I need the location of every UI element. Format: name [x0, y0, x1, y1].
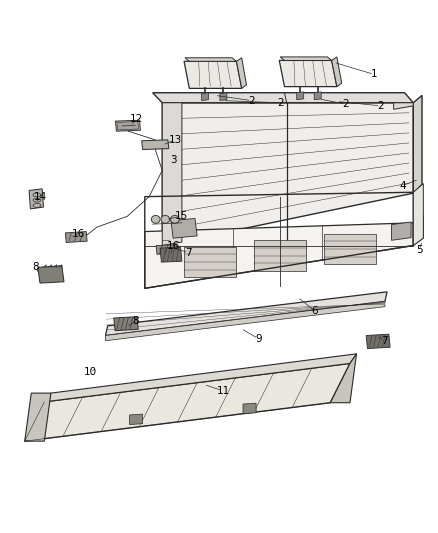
Polygon shape	[280, 57, 332, 60]
Polygon shape	[171, 219, 197, 238]
Polygon shape	[152, 93, 413, 103]
Polygon shape	[297, 92, 304, 100]
Polygon shape	[106, 292, 387, 335]
Polygon shape	[106, 302, 385, 341]
Polygon shape	[162, 103, 413, 246]
Text: 2: 2	[277, 98, 283, 108]
Polygon shape	[116, 120, 141, 131]
Polygon shape	[29, 189, 43, 209]
Text: 13: 13	[169, 135, 182, 145]
Polygon shape	[394, 103, 413, 109]
Text: 1: 1	[371, 69, 377, 79]
Polygon shape	[25, 393, 51, 441]
Polygon shape	[160, 247, 182, 262]
Text: 8: 8	[32, 262, 39, 272]
Polygon shape	[413, 95, 422, 193]
Polygon shape	[330, 354, 357, 403]
Polygon shape	[392, 222, 411, 240]
Polygon shape	[114, 317, 138, 330]
Text: 7: 7	[381, 336, 388, 346]
Polygon shape	[162, 103, 182, 246]
Text: 7: 7	[185, 247, 192, 257]
Polygon shape	[366, 334, 390, 349]
Polygon shape	[185, 58, 237, 61]
Text: 2: 2	[248, 95, 255, 106]
Polygon shape	[44, 354, 357, 402]
Polygon shape	[314, 92, 321, 100]
Polygon shape	[332, 57, 342, 87]
Polygon shape	[156, 245, 177, 254]
Polygon shape	[254, 240, 306, 271]
Polygon shape	[413, 215, 424, 246]
Polygon shape	[201, 93, 208, 101]
Text: 10: 10	[84, 367, 97, 377]
Polygon shape	[413, 183, 424, 246]
Ellipse shape	[151, 215, 160, 223]
Polygon shape	[184, 247, 237, 277]
Polygon shape	[142, 140, 169, 149]
Text: 4: 4	[399, 181, 406, 191]
Text: 11: 11	[217, 386, 230, 396]
Text: 2: 2	[377, 101, 384, 111]
Text: 15: 15	[175, 211, 188, 221]
Polygon shape	[324, 234, 376, 264]
Text: 3: 3	[170, 155, 177, 165]
Text: 16: 16	[166, 240, 180, 251]
Ellipse shape	[170, 215, 179, 223]
Text: 12: 12	[129, 114, 143, 124]
Polygon shape	[130, 414, 143, 425]
Polygon shape	[145, 223, 413, 288]
Text: 9: 9	[255, 334, 261, 344]
Text: 14: 14	[33, 192, 46, 201]
Polygon shape	[279, 60, 337, 87]
Polygon shape	[220, 93, 227, 101]
Polygon shape	[243, 403, 256, 414]
Ellipse shape	[161, 215, 170, 223]
Polygon shape	[237, 58, 247, 88]
Polygon shape	[38, 265, 64, 283]
Text: 8: 8	[133, 316, 139, 326]
Polygon shape	[184, 61, 242, 88]
Polygon shape	[25, 364, 350, 441]
Polygon shape	[117, 122, 139, 130]
Text: 5: 5	[417, 245, 423, 255]
Polygon shape	[65, 231, 87, 243]
Text: 6: 6	[312, 306, 318, 316]
Text: 2: 2	[343, 99, 349, 109]
Text: 16: 16	[72, 229, 85, 239]
